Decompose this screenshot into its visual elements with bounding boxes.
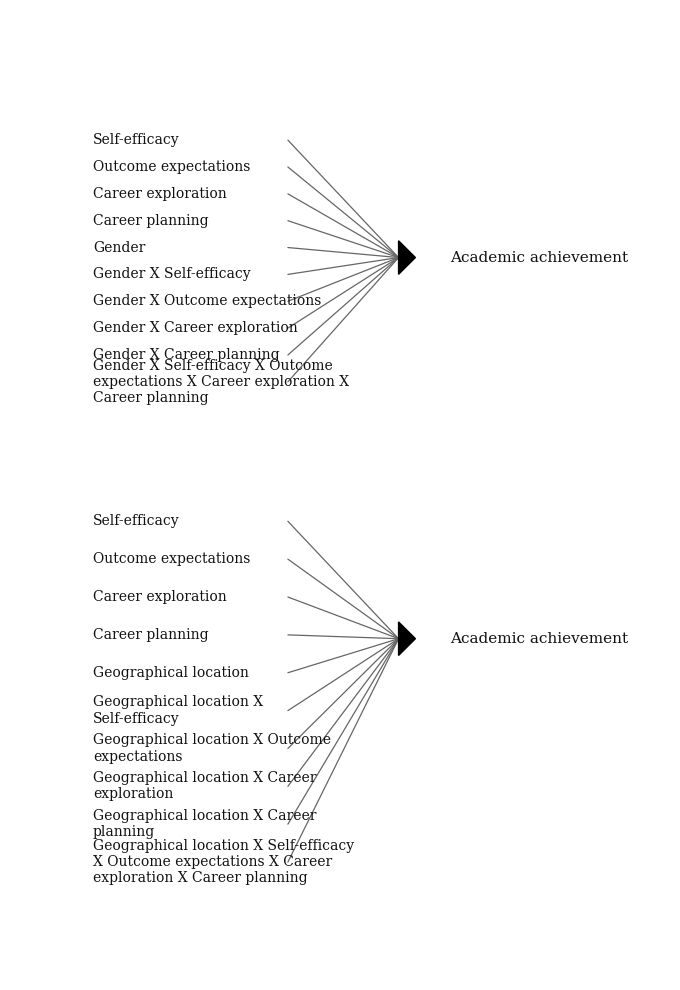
Text: Outcome expectations: Outcome expectations [93, 160, 250, 174]
Text: Outcome expectations: Outcome expectations [93, 552, 250, 566]
Text: Gender: Gender [93, 241, 146, 254]
Polygon shape [398, 622, 415, 655]
Text: Geographical location X Self-efficacy
X Outcome expectations X Career
exploratio: Geographical location X Self-efficacy X … [93, 839, 354, 885]
Text: Career planning: Career planning [93, 214, 209, 228]
Text: Geographical location: Geographical location [93, 665, 249, 680]
Text: Career exploration: Career exploration [93, 590, 226, 604]
Text: Gender X Career exploration: Gender X Career exploration [93, 321, 298, 335]
Text: Gender X Outcome expectations: Gender X Outcome expectations [93, 294, 321, 308]
Text: Geographical location X Career
planning: Geographical location X Career planning [93, 809, 316, 840]
Polygon shape [398, 241, 415, 274]
Text: Academic achievement: Academic achievement [449, 632, 628, 645]
Text: Gender X Self-efficacy: Gender X Self-efficacy [93, 267, 250, 281]
Text: Career planning: Career planning [93, 628, 209, 642]
Text: Gender X Self-efficacy X Outcome
expectations X Career exploration X
Career plan: Gender X Self-efficacy X Outcome expecta… [93, 358, 349, 405]
Text: Self-efficacy: Self-efficacy [93, 133, 180, 148]
Text: Geographical location X
Self-efficacy: Geographical location X Self-efficacy [93, 696, 263, 726]
Text: Academic achievement: Academic achievement [449, 250, 628, 264]
Text: Geographical location X Outcome
expectations: Geographical location X Outcome expectat… [93, 734, 331, 763]
Text: Career exploration: Career exploration [93, 187, 226, 201]
Text: Geographical location X Career
exploration: Geographical location X Career explorati… [93, 771, 316, 802]
Text: Gender X Career planning: Gender X Career planning [93, 347, 279, 362]
Text: Self-efficacy: Self-efficacy [93, 514, 180, 529]
